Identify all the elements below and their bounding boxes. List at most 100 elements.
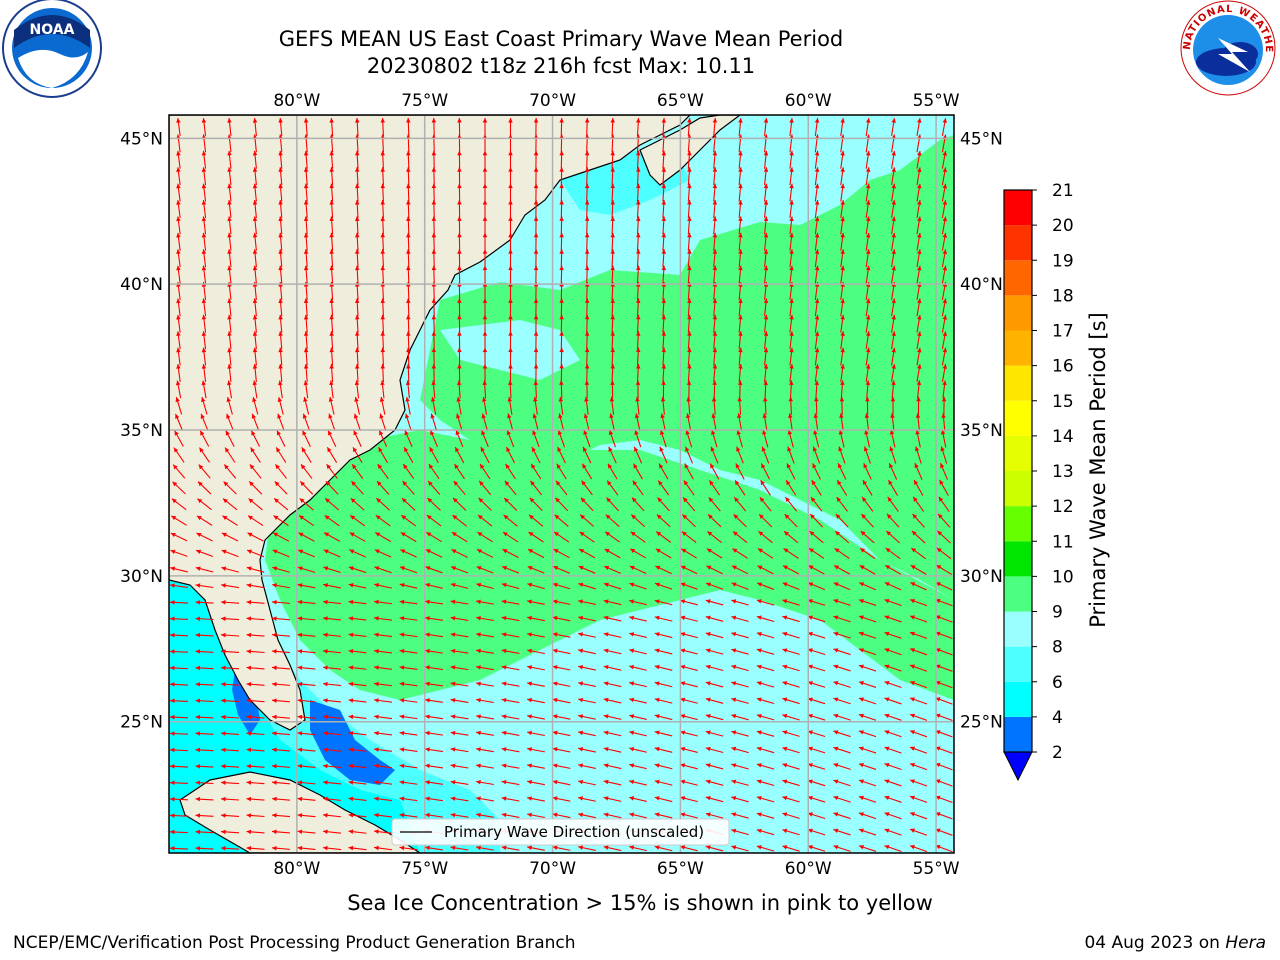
direction-arrow-head [406, 298, 411, 303]
direction-arrow-head [633, 463, 638, 469]
direction-arrow-head [174, 430, 179, 436]
direction-arrow-head [782, 664, 788, 670]
lon-tick-bottom: 70°W [529, 859, 576, 879]
direction-arrow-head [323, 665, 328, 670]
direction-arrow-head [584, 396, 589, 402]
direction-arrow-head [323, 632, 328, 638]
direction-arrow-head [782, 763, 788, 768]
direction-arrow-head [917, 347, 922, 353]
direction-arrow-head [350, 515, 356, 520]
direction-arrow-head [809, 548, 815, 553]
direction-arrow-head [354, 200, 360, 205]
direction-arrow-head [756, 746, 762, 752]
direction-arrow-head [195, 649, 201, 654]
direction-arrow-head [833, 599, 839, 604]
direction-arrow-head [354, 298, 360, 303]
direction-arrow-head [858, 828, 864, 833]
direction-arrow-head [578, 763, 584, 768]
direction-arrow-head [789, 298, 794, 304]
direction-arrow-head [935, 582, 941, 587]
map-legend: Primary Wave Direction (unscaled) [391, 818, 730, 846]
direction-arrow-head [456, 396, 461, 402]
direction-arrow-head [278, 298, 283, 304]
direction-arrow-head [610, 331, 615, 336]
direction-arrow-head [578, 779, 584, 785]
direction-arrow-head [374, 829, 379, 834]
direction-arrow-head [712, 347, 718, 353]
direction-arrow-head [917, 364, 922, 369]
direction-arrow-head [629, 730, 635, 735]
direction-arrow-head [834, 565, 840, 570]
land-nova-scotia [639, 115, 741, 186]
lat-tick-right: 35°N [960, 421, 1003, 441]
direction-arrow-head [508, 118, 513, 123]
direction-arrow-head [661, 216, 667, 222]
direction-arrow-head [502, 566, 508, 571]
direction-arrow-head [399, 698, 405, 703]
direction-arrow-head [329, 347, 334, 353]
direction-arrow-head [607, 463, 613, 469]
direction-arrow-head [578, 714, 584, 719]
direction-arrow-head [176, 216, 181, 222]
direction-arrow-head [910, 844, 915, 850]
direction-arrow-head [425, 714, 430, 719]
direction-arrow-head [661, 167, 667, 172]
direction-arrow-head [731, 845, 737, 850]
direction-arrow-head [559, 118, 564, 123]
direction-arrow-head [456, 413, 461, 419]
direction-arrow-head [891, 200, 896, 205]
direction-arrow-head [910, 680, 915, 686]
direction-arrow-head [278, 249, 283, 254]
lon-tick-bottom: 60°W [785, 859, 832, 879]
direction-arrow-head [399, 714, 405, 720]
direction-arrow-head [738, 118, 743, 123]
colorbar-tick-label: 2 [1052, 743, 1063, 763]
direction-arrow-head [681, 531, 687, 537]
direction-arrow-head [252, 118, 258, 123]
direction-arrow-head [348, 649, 354, 654]
direction-arrow-head [272, 632, 277, 638]
direction-arrow-head [501, 714, 507, 719]
direction-arrow-head [807, 664, 813, 670]
direction-arrow-head [354, 364, 360, 369]
direction-arrow-head [942, 314, 948, 320]
direction-arrow-head [428, 464, 434, 469]
direction-arrow-head [329, 183, 334, 189]
period-9-10-region-south [265, 430, 954, 700]
direction-arrow-head [559, 150, 564, 156]
direction-arrow-head [711, 396, 717, 402]
direction-arrow-head [173, 447, 179, 453]
direction-arrow-head [278, 150, 283, 156]
direction-arrow-head [252, 298, 258, 304]
direction-arrow-head [507, 396, 513, 402]
direction-arrow-head [227, 167, 232, 172]
direction-arrow-head [476, 632, 481, 637]
direction-arrow-head [303, 265, 309, 271]
direction-arrow-head [529, 497, 535, 503]
colorbar-segment [1004, 716, 1032, 752]
direction-arrow-head [170, 549, 176, 555]
direction-arrow-head [221, 632, 226, 638]
direction-arrow-head [556, 463, 562, 469]
direction-arrow-head [917, 232, 922, 238]
direction-arrow-head [247, 532, 253, 537]
direction-arrow-head [604, 565, 610, 571]
direction-arrow-head [865, 347, 871, 353]
direction-arrow-head [527, 697, 532, 703]
direction-arrow-head [811, 480, 817, 486]
direction-arrow-head [450, 648, 456, 654]
direction-arrow-head [201, 200, 207, 205]
direction-arrow-head [533, 331, 539, 336]
direction-arrow-head [738, 364, 743, 369]
colorbar-tick-label: 18 [1052, 286, 1074, 306]
direction-arrow-head [731, 697, 737, 702]
direction-arrow-head [195, 583, 201, 588]
direction-arrow-head [374, 714, 379, 720]
direction-arrow-head [323, 549, 329, 554]
direction-arrow-head [884, 795, 890, 801]
direction-arrow-head [222, 498, 228, 504]
direction-arrow-head [942, 167, 948, 173]
direction-arrow-head [581, 480, 587, 486]
nws-logo: NATIONAL WEATHER SERVICE [0, 0, 1276, 96]
direction-arrow-head [917, 150, 922, 156]
